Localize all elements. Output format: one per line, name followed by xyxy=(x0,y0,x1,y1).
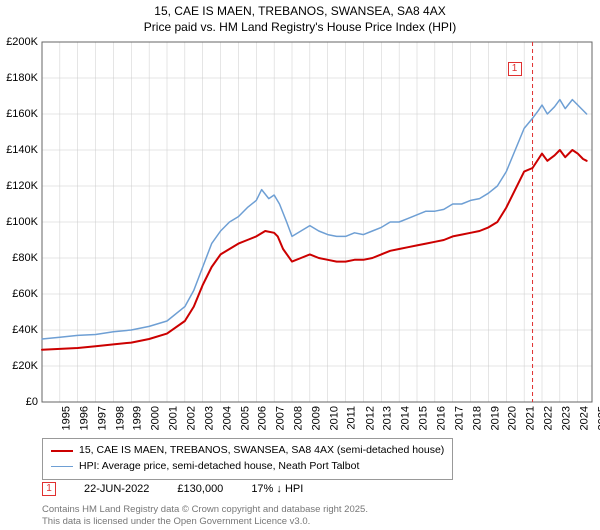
sale-marker-label-text: 1 xyxy=(512,64,518,74)
x-tick-label: 2007 xyxy=(275,406,287,430)
x-tick-label: 2004 xyxy=(221,406,233,430)
y-tick-label: £200K xyxy=(0,36,38,48)
legend-item: HPI: Average price, semi-detached house,… xyxy=(51,459,444,475)
y-tick-label: £80K xyxy=(0,252,38,264)
x-tick-label: 2025 xyxy=(596,406,600,430)
x-tick-label: 2021 xyxy=(525,406,537,430)
sale-marker-label: 1 xyxy=(508,62,522,76)
x-tick-label: 2008 xyxy=(293,406,305,430)
sale-detail-row: 1 22-JUN-2022 £130,000 17% ↓ HPI xyxy=(42,482,303,496)
x-tick-label: 2016 xyxy=(435,406,447,430)
x-tick-label: 1995 xyxy=(60,406,72,430)
y-tick-label: £180K xyxy=(0,72,38,84)
x-tick-label: 2000 xyxy=(150,406,162,430)
x-tick-label: 2002 xyxy=(185,406,197,430)
x-tick-label: 2012 xyxy=(364,406,376,430)
x-tick-label: 2003 xyxy=(203,406,215,430)
legend-item: 15, CAE IS MAEN, TREBANOS, SWANSEA, SA8 … xyxy=(51,443,444,459)
y-tick-label: £20K xyxy=(0,360,38,372)
x-tick-label: 2013 xyxy=(382,406,394,430)
legend-label: HPI: Average price, semi-detached house,… xyxy=(79,459,359,475)
sale-marker-icon: 1 xyxy=(42,482,56,496)
legend-label: 15, CAE IS MAEN, TREBANOS, SWANSEA, SA8 … xyxy=(79,443,444,459)
x-tick-label: 1998 xyxy=(114,406,126,430)
x-tick-label: 2024 xyxy=(578,406,590,430)
x-tick-label: 2023 xyxy=(560,406,572,430)
credits-line-1: Contains HM Land Registry data © Crown c… xyxy=(42,504,368,516)
x-tick-label: 2005 xyxy=(239,406,251,430)
x-tick-label: 2019 xyxy=(489,406,501,430)
chart-container: { "title": { "line1": "15, CAE IS MAEN, … xyxy=(0,0,600,530)
sale-price: £130,000 xyxy=(177,483,223,495)
sale-delta: 17% ↓ HPI xyxy=(251,483,303,495)
y-tick-label: £40K xyxy=(0,324,38,336)
legend: 15, CAE IS MAEN, TREBANOS, SWANSEA, SA8 … xyxy=(42,438,453,480)
x-tick-label: 1999 xyxy=(132,406,144,430)
y-tick-label: £100K xyxy=(0,216,38,228)
y-tick-label: £120K xyxy=(0,180,38,192)
x-tick-label: 2022 xyxy=(543,406,555,430)
x-tick-label: 2018 xyxy=(471,406,483,430)
sale-date: 22-JUN-2022 xyxy=(84,483,149,495)
x-tick-label: 2006 xyxy=(257,406,269,430)
x-tick-label: 2017 xyxy=(453,406,465,430)
x-tick-label: 2011 xyxy=(345,406,357,430)
y-tick-label: £140K xyxy=(0,144,38,156)
y-tick-label: £160K xyxy=(0,108,38,120)
x-tick-label: 2009 xyxy=(310,406,322,430)
y-tick-label: £60K xyxy=(0,288,38,300)
x-tick-label: 1997 xyxy=(96,406,108,430)
credits-line-2: This data is licensed under the Open Gov… xyxy=(42,516,368,528)
x-tick-label: 2010 xyxy=(328,406,340,430)
x-tick-label: 2015 xyxy=(418,406,430,430)
y-tick-label: £0 xyxy=(0,396,38,408)
credits: Contains HM Land Registry data © Crown c… xyxy=(42,504,368,529)
x-tick-label: 2014 xyxy=(400,406,412,430)
legend-swatch-line xyxy=(51,466,73,467)
x-tick-label: 1996 xyxy=(78,406,90,430)
x-tick-label: 2020 xyxy=(507,406,519,430)
chart-plot xyxy=(0,0,600,404)
x-tick-label: 2001 xyxy=(168,406,180,430)
legend-swatch-line xyxy=(51,450,73,452)
sale-marker-number: 1 xyxy=(46,484,52,494)
